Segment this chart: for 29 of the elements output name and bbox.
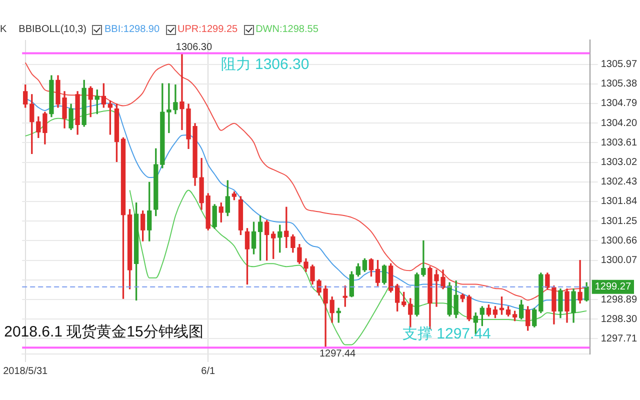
text: K [0, 24, 7, 35]
text: 2018.6.1 现货黄金15分钟线图 [4, 324, 204, 341]
ref-line-label: 1299.27 [594, 282, 632, 293]
ref-line-label: 支撑 1297.44 [402, 325, 491, 342]
legend-title: BBIBOLL(10,3) [18, 24, 86, 35]
y-tick-label: 1304.79 [600, 98, 638, 110]
y-tick-label: 1297.71 [600, 333, 638, 344]
text: BBI:1298.90 [104, 24, 160, 35]
y-tick-label: 1301.84 [600, 196, 638, 208]
candlestick [421, 240, 426, 277]
y-tick-label: 1300.07 [600, 255, 638, 266]
y-tick-label: 1298.30 [600, 314, 638, 325]
text: DWN:1298.55 [256, 24, 318, 35]
y-tick-label: 1305.38 [600, 78, 638, 90]
candlestick [578, 260, 582, 304]
annotation: 1297.44 [319, 348, 356, 360]
y-tick-label: 1305.97 [600, 59, 638, 70]
y-tick-label: 1301.25 [600, 216, 638, 227]
annotation: 1306.30 [176, 42, 212, 54]
y-tick-label: 1303.61 [600, 137, 638, 148]
y-tick-label: 1302.43 [600, 176, 638, 188]
y-tick-label: 1303.02 [600, 157, 638, 168]
text: UPR:1299.25 [178, 24, 238, 35]
y-tick-label: 1298.89 [600, 294, 638, 306]
y-tick-label: 1300.66 [600, 235, 638, 246]
x-tick-label: 6/1 [201, 366, 216, 377]
ref-line-label: 阻力 1306.30 [220, 56, 310, 73]
x-tick-label: 2018/5/31 [3, 366, 48, 377]
y-tick-label: 1304.20 [600, 118, 638, 129]
